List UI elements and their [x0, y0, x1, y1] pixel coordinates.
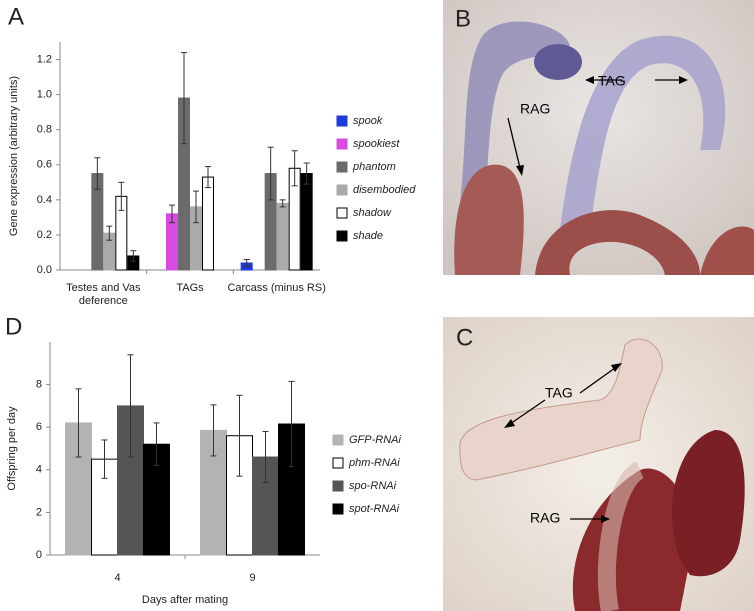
x-tick-label: TAGs	[176, 282, 204, 294]
error-bar	[75, 388, 82, 458]
legend-swatch	[332, 480, 344, 492]
error-bar	[94, 157, 101, 190]
bar	[202, 176, 214, 271]
error-bar	[169, 204, 175, 224]
y-tick-label: 0	[36, 549, 42, 561]
error-bar	[210, 404, 217, 457]
legend-label: shade	[353, 230, 383, 242]
y-tick-label: 1.0	[37, 89, 52, 101]
legend-swatch	[336, 207, 348, 219]
panel-label: A	[8, 3, 24, 30]
y-tick-label: 2	[36, 506, 42, 518]
y-tick-label: 0.8	[37, 124, 52, 136]
image-c	[443, 317, 754, 611]
annotation: TAG	[545, 385, 573, 401]
error-bar	[279, 199, 286, 208]
error-bar	[106, 225, 113, 241]
legend-label: spo-RNAi	[349, 480, 397, 492]
legend-label: spook	[353, 115, 383, 127]
error-bar	[243, 258, 250, 267]
legend-swatch	[332, 434, 344, 446]
error-bar	[101, 439, 108, 479]
legend-swatch	[336, 161, 348, 173]
error-bar	[291, 150, 298, 187]
error-bar	[153, 422, 160, 467]
panel-label: D	[5, 313, 22, 340]
y-tick-label: 0.2	[37, 229, 52, 241]
error-bar	[262, 430, 269, 484]
bar	[276, 202, 289, 271]
legend-label: GFP-RNAi	[349, 434, 402, 446]
x-axis-label: Days after mating	[142, 594, 228, 606]
error-bar	[181, 52, 187, 145]
error-bar	[267, 146, 274, 201]
x-tick-label: 4	[114, 572, 121, 584]
error-bar	[303, 162, 310, 185]
legend-label: phantom	[352, 161, 396, 173]
error-bar	[236, 394, 243, 477]
y-tick-label: 0.4	[37, 194, 52, 206]
y-tick-label: 6	[36, 421, 42, 433]
panel-label: B	[455, 5, 471, 32]
legend-swatch	[336, 138, 348, 150]
legend-swatch	[336, 230, 348, 242]
y-tick-label: 1.2	[37, 53, 52, 65]
error-bar	[127, 354, 134, 458]
error-bar	[288, 380, 295, 468]
annotation: RAG	[520, 101, 550, 117]
error-bar	[118, 181, 125, 211]
x-tick-label: Testes and Vas deference	[66, 282, 141, 307]
legend-swatch	[336, 115, 348, 127]
legend-label: shadow	[353, 207, 392, 219]
y-tick-label: 8	[36, 379, 42, 391]
legend-swatch	[332, 457, 344, 469]
error-bar	[193, 190, 199, 224]
bar	[300, 173, 313, 271]
error-bar	[130, 250, 137, 262]
panel-label: C	[456, 324, 473, 351]
y-axis-label: Offspring per day	[6, 406, 18, 491]
y-tick-label: 0.6	[37, 159, 52, 171]
x-tick-label: Carcass (minus RS)	[227, 282, 326, 294]
annotation: RAG	[530, 510, 560, 526]
annotation: TAG	[598, 73, 626, 89]
y-tick-label: 0.0	[37, 264, 52, 276]
y-tick-label: 4	[36, 464, 42, 476]
legend-swatch	[332, 503, 344, 515]
y-axis-label: Gene expression (arbitrary units)	[8, 76, 20, 236]
x-tick-label: 9	[249, 572, 256, 584]
error-bar	[205, 166, 211, 189]
image-b	[443, 0, 754, 275]
legend-label: spot-RNAi	[349, 503, 400, 515]
legend-label: phm-RNAi	[348, 457, 400, 469]
legend-swatch	[336, 184, 348, 196]
legend-label: spookiest	[353, 138, 400, 150]
legend-label: disembodied	[353, 184, 416, 196]
